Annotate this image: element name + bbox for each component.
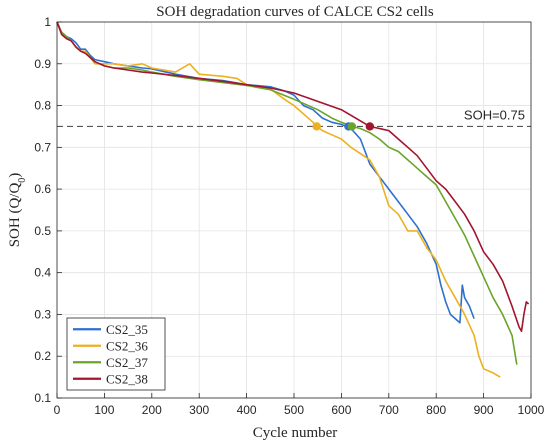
series-line-cs2-35 [56, 21, 475, 324]
y-tick-label: 0.6 [34, 182, 51, 196]
y-axis-title-main: SOH (Q/Q [7, 183, 23, 248]
series-lines [56, 21, 530, 378]
x-tick-label: 500 [284, 403, 304, 417]
y-tick-label: 0.8 [34, 99, 51, 113]
y-tick-label: 0.3 [34, 307, 51, 321]
legend-label-cs2-37: CS2_37 [106, 355, 148, 370]
threshold-marker-cs2-37 [347, 122, 357, 131]
series-line-cs2-38 [56, 21, 530, 333]
y-tick-label: 0.7 [34, 140, 51, 154]
y-tick-label: 0.9 [34, 57, 51, 71]
y-tick-label: 0.5 [34, 224, 51, 238]
axis-ticks: 0 100 200 300 400 500 600 700 800 900 1000 0.1 0.2 0.… [34, 15, 544, 417]
y-tick-label: 0.1 [34, 391, 51, 405]
chart-title: SOH degradation curves of CALCE CS2 cell… [156, 4, 434, 20]
y-axis-title-close: ) [7, 173, 23, 178]
series-line-cs2-36 [56, 21, 501, 378]
y-axis-title-subscript: 0 [17, 178, 28, 183]
legend-label-cs2-36: CS2_36 [106, 338, 148, 353]
x-tick-label: 900 [474, 403, 494, 417]
x-tick-label: 800 [426, 403, 446, 417]
threshold-markers [312, 122, 375, 131]
threshold-marker-cs2-36 [312, 122, 321, 131]
y-tick-label: 1 [44, 15, 51, 29]
x-tick-label: 100 [94, 403, 114, 417]
y-tick-label: 0.4 [34, 266, 51, 280]
x-tick-label: 1000 [518, 403, 545, 417]
y-tick-label: 0.2 [34, 349, 51, 363]
x-tick-label: 200 [142, 403, 162, 417]
reference-line-group: SOH=0.75 [57, 107, 531, 128]
x-axis-title: Cycle number [253, 425, 338, 441]
x-tick-label: 300 [189, 403, 209, 417]
legend-label-cs2-35: CS2_35 [106, 322, 148, 337]
threshold-marker-cs2-38 [365, 122, 375, 131]
y-axis-title: SOH (Q/Q0) [7, 173, 28, 248]
x-tick-label: 0 [54, 403, 61, 417]
x-tick-label: 700 [379, 403, 399, 417]
x-tick-label: 400 [237, 403, 257, 417]
legend-label-cs2-38: CS2_38 [106, 371, 148, 386]
reference-line-label: SOH=0.75 [464, 107, 525, 122]
x-tick-label: 600 [331, 403, 351, 417]
